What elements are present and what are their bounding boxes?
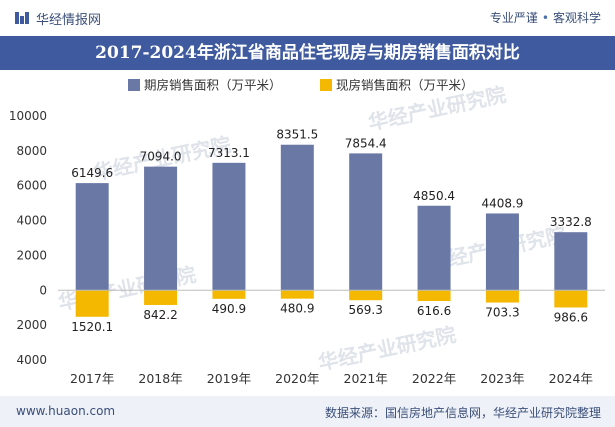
y-tick-label: 6000	[16, 179, 47, 193]
y-tick-label: 10000	[9, 109, 47, 123]
x-tick-label: 2020年	[275, 371, 319, 386]
chart: 华经产业研究院华经产业研究院华经产业研究院华经产业研究院华经产业研究院 期房销售…	[9, 78, 605, 386]
bar-series2	[75, 290, 109, 317]
data-labels: 6149.6 1520.1 7094.0 842.2 7313.1 490.9 8351.5…	[71, 128, 592, 334]
data-label-series2: 480.9	[280, 302, 314, 316]
tagline: 专业严谨 • 客观科学	[490, 9, 601, 26]
data-label-series1: 7854.4	[345, 136, 387, 150]
y-tick-label: 0	[39, 283, 47, 297]
x-tick-label: 2019年	[207, 371, 251, 386]
bar-series2	[212, 290, 246, 299]
data-label-series2: 616.6	[417, 304, 451, 318]
bar-series1	[349, 153, 383, 291]
bar-series1	[212, 162, 246, 291]
x-axis: 2017年 2018年 2019年 2020年 2021年 2022年 2023年 2024年	[58, 289, 605, 386]
bar-series1	[485, 213, 519, 291]
watermark-text: 华经产业研究院	[316, 322, 458, 375]
data-label-series1: 4850.4	[413, 189, 455, 203]
bar-series2	[417, 290, 451, 302]
bar-series1	[75, 183, 109, 291]
dot-separator-icon: •	[541, 11, 549, 25]
data-label-series1: 7313.1	[208, 146, 250, 160]
y-tick-label: 4000	[16, 353, 47, 367]
x-tick-label: 2018年	[138, 371, 182, 386]
y-tick-label: 4000	[16, 214, 47, 228]
data-label-series1: 7094.0	[140, 150, 182, 164]
data-label-series2: 986.6	[554, 310, 588, 324]
data-label-series2: 703.3	[485, 306, 519, 320]
chart-title: 2017-2024年浙江省商品住宅现房与期房销售面积对比	[0, 36, 615, 70]
data-label-series1: 6149.6	[71, 166, 113, 180]
bar-series1	[417, 205, 451, 291]
data-label-series2: 569.3	[349, 303, 383, 317]
bar-series2	[144, 290, 178, 305]
footer: www.huaon.com 数据来源：国信房地产信息网，华经产业研究院整理	[0, 396, 615, 427]
legend: 期房销售面积（万平米） 现房销售面积（万平米）	[128, 78, 474, 93]
x-tick-label: 2017年	[70, 371, 114, 386]
y-axis: 10000 8000 6000 4000 2000 0 2000 4000	[9, 109, 47, 367]
bar-series2	[349, 290, 383, 301]
brand-name: 华经情报网	[36, 13, 102, 28]
legend-swatch-2	[320, 79, 332, 91]
bar-series2	[485, 290, 519, 303]
data-label-series2: 490.9	[212, 302, 246, 316]
x-tick-label: 2024年	[549, 371, 593, 386]
tagline-left: 专业严谨	[489, 11, 538, 25]
top-bar: 华经情报网 专业严谨 • 客观科学	[0, 0, 615, 36]
bar-series1	[280, 144, 314, 291]
data-label-series1: 4408.9	[481, 196, 523, 210]
data-label-series2: 1520.1	[71, 320, 113, 334]
x-tick-label: 2023年	[480, 371, 524, 386]
bar-series1	[144, 166, 178, 291]
y-tick-label: 2000	[16, 248, 47, 262]
legend-swatch-1	[128, 79, 140, 91]
data-label-series1: 3332.8	[550, 215, 592, 229]
y-tick-label: 8000	[16, 144, 47, 158]
tagline-right: 客观科学	[552, 11, 601, 25]
footer-site: www.huaon.com	[16, 404, 116, 418]
bar-series2	[280, 290, 314, 299]
data-label-series2: 842.2	[143, 308, 177, 322]
bar-series1	[554, 232, 588, 291]
logo-icon	[15, 12, 29, 24]
x-tick-label: 2021年	[344, 371, 388, 386]
footer-source: 数据来源：国信房地产信息网，华经产业研究院整理	[324, 406, 601, 420]
x-tick-label: 2022年	[412, 371, 456, 386]
legend-label-2: 现房销售面积（万平米）	[336, 78, 474, 93]
y-tick-label: 2000	[16, 318, 47, 332]
bars	[75, 144, 588, 317]
data-label-series1: 8351.5	[276, 128, 318, 142]
bar-series2	[554, 290, 588, 308]
legend-label-1: 期房销售面积（万平米）	[144, 78, 282, 93]
